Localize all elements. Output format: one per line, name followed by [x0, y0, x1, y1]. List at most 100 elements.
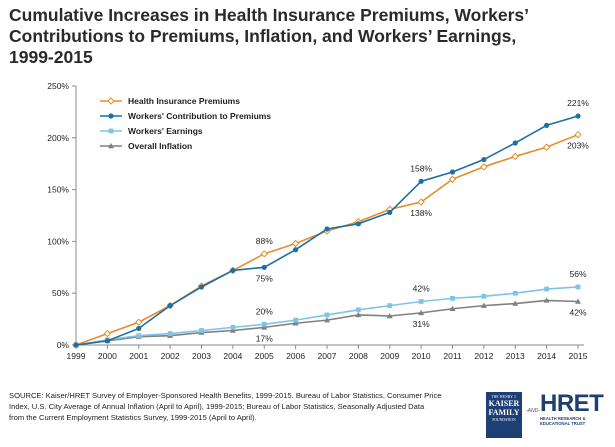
- data-point: [136, 325, 142, 332]
- title-line-2: Contributions to Premiums, Inflation, an…: [9, 26, 517, 46]
- data-label: 88%: [256, 236, 273, 246]
- source-note: SOURCE: Kaiser/HRET Survey of Employer-S…: [9, 390, 479, 423]
- kff-logo-line1: KAISER: [488, 399, 520, 408]
- legend-swatch-marker: [108, 128, 114, 134]
- data-point: [450, 295, 455, 301]
- data-point: [544, 122, 550, 128]
- x-tick-label: 2004: [223, 351, 242, 361]
- data-labels-layer: 88% 75% 20% 17% 158% 138% 42% 31% 221% 203% 56% 42%: [256, 98, 590, 343]
- data-point: [104, 338, 110, 344]
- data-point: [512, 290, 518, 296]
- data-point: [387, 303, 393, 309]
- data-point: [481, 156, 487, 163]
- data-point: [386, 312, 393, 319]
- data-point: [480, 163, 488, 171]
- data-point: [293, 317, 299, 323]
- logo-and-separator: -AND-: [526, 408, 540, 414]
- data-point: [512, 140, 518, 146]
- data-point: [291, 239, 300, 248]
- series-3: [73, 297, 581, 348]
- legend-entry-0: Health Insurance Premiums: [100, 96, 240, 106]
- data-point: [449, 305, 456, 311]
- source-line-3: from the Current Employment Statistics S…: [9, 413, 257, 422]
- y-tick-label: 150%: [47, 185, 69, 195]
- x-tick-label: 2008: [349, 351, 368, 361]
- data-point: [167, 331, 173, 337]
- x-tick-label: 2007: [318, 351, 337, 361]
- legend-entry-2: Workers' Earnings: [100, 126, 203, 136]
- data-point: [418, 299, 424, 304]
- legend-swatch-marker: [108, 113, 114, 119]
- chart-title: Cumulative Increases in Health Insurance…: [9, 5, 609, 68]
- x-tick-label: 2001: [129, 351, 148, 361]
- data-label: 31%: [413, 319, 430, 329]
- data-point: [230, 324, 236, 330]
- title-line-1: Cumulative Increases in Health Insurance…: [9, 5, 530, 25]
- data-point: [136, 333, 142, 339]
- x-tick-label: 2009: [380, 351, 399, 361]
- x-tick-label: 2014: [537, 351, 556, 361]
- x-tick-label: 2006: [286, 351, 305, 361]
- data-point: [135, 318, 143, 326]
- hret-logo-name: HRET: [540, 390, 604, 417]
- data-point: [230, 267, 236, 274]
- data-point: [292, 320, 299, 326]
- data-point: [544, 286, 550, 292]
- data-label: 42%: [569, 307, 586, 317]
- data-point: [480, 302, 487, 308]
- y-tick-label: 200%: [47, 133, 69, 143]
- x-tick-label: 2002: [161, 351, 180, 361]
- data-point: [512, 300, 519, 306]
- chart-axes: 0% 50% 100% 150% 200% 250% 1999 2000 2001 2002 200…: [47, 81, 587, 361]
- data-label: 17%: [256, 333, 273, 343]
- legend-label: Overall Inflation: [128, 141, 192, 151]
- data-label: 158%: [410, 163, 432, 173]
- data-point: [198, 284, 205, 290]
- data-point: [542, 143, 551, 151]
- data-point: [261, 264, 267, 270]
- hret-logo-line2: EDUCATIONAL TRUST: [540, 421, 586, 426]
- kff-logo-top: THE HENRY J.: [491, 395, 517, 399]
- data-point: [574, 130, 582, 139]
- y-tick-label: 100%: [47, 236, 69, 246]
- series-layer: [72, 113, 582, 349]
- kaiser-family-foundation-logo: THE HENRY J. KAISER FAMILY FOUNDATION: [486, 392, 522, 438]
- x-tick-label: 2013: [506, 351, 525, 361]
- data-point: [73, 342, 79, 348]
- data-label: 56%: [569, 269, 586, 279]
- data-label: 42%: [413, 283, 430, 293]
- data-point: [103, 329, 112, 338]
- x-tick-label: 2012: [474, 351, 493, 361]
- data-point: [511, 152, 519, 161]
- data-point: [418, 309, 425, 316]
- data-point: [324, 226, 330, 232]
- legend-label: Health Insurance Premiums: [128, 96, 240, 106]
- legend-entry-3: Overall Inflation: [100, 141, 192, 151]
- source-line-2: Index, U.S. City Average of Annual Infla…: [9, 402, 425, 411]
- data-point: [261, 324, 268, 330]
- data-label: 75%: [256, 273, 273, 283]
- hret-logo-line1: HEALTH RESEARCH &: [540, 416, 586, 421]
- title-line-3: 1999-2015: [9, 47, 93, 67]
- x-tick-label: 2010: [412, 351, 431, 361]
- x-tick-label: 2003: [192, 351, 211, 361]
- legend-swatch-marker: [108, 143, 114, 149]
- x-tick-label: 1999: [67, 351, 86, 361]
- hret-logo: HRET HEALTH RESEARCH & EDUCATIONAL TRUST: [540, 392, 610, 438]
- kff-logo-bottom: FOUNDATION: [492, 418, 516, 422]
- data-point: [355, 221, 361, 227]
- data-point: [167, 303, 173, 309]
- data-point: [448, 175, 457, 183]
- x-tick-label: 2000: [98, 351, 117, 361]
- data-label: 221%: [567, 98, 589, 108]
- kff-logo-line2: FAMILY: [488, 408, 520, 417]
- x-tick-label: 2015: [569, 351, 588, 361]
- data-point: [575, 284, 581, 290]
- x-tick-label: 2005: [255, 351, 274, 361]
- chart-legend: Health Insurance Premiums Workers' Contri…: [100, 96, 271, 151]
- y-tick-label: 250%: [47, 81, 69, 91]
- data-label: 138%: [410, 208, 432, 218]
- data-point: [575, 113, 581, 119]
- data-point: [575, 298, 581, 304]
- data-point: [324, 312, 330, 318]
